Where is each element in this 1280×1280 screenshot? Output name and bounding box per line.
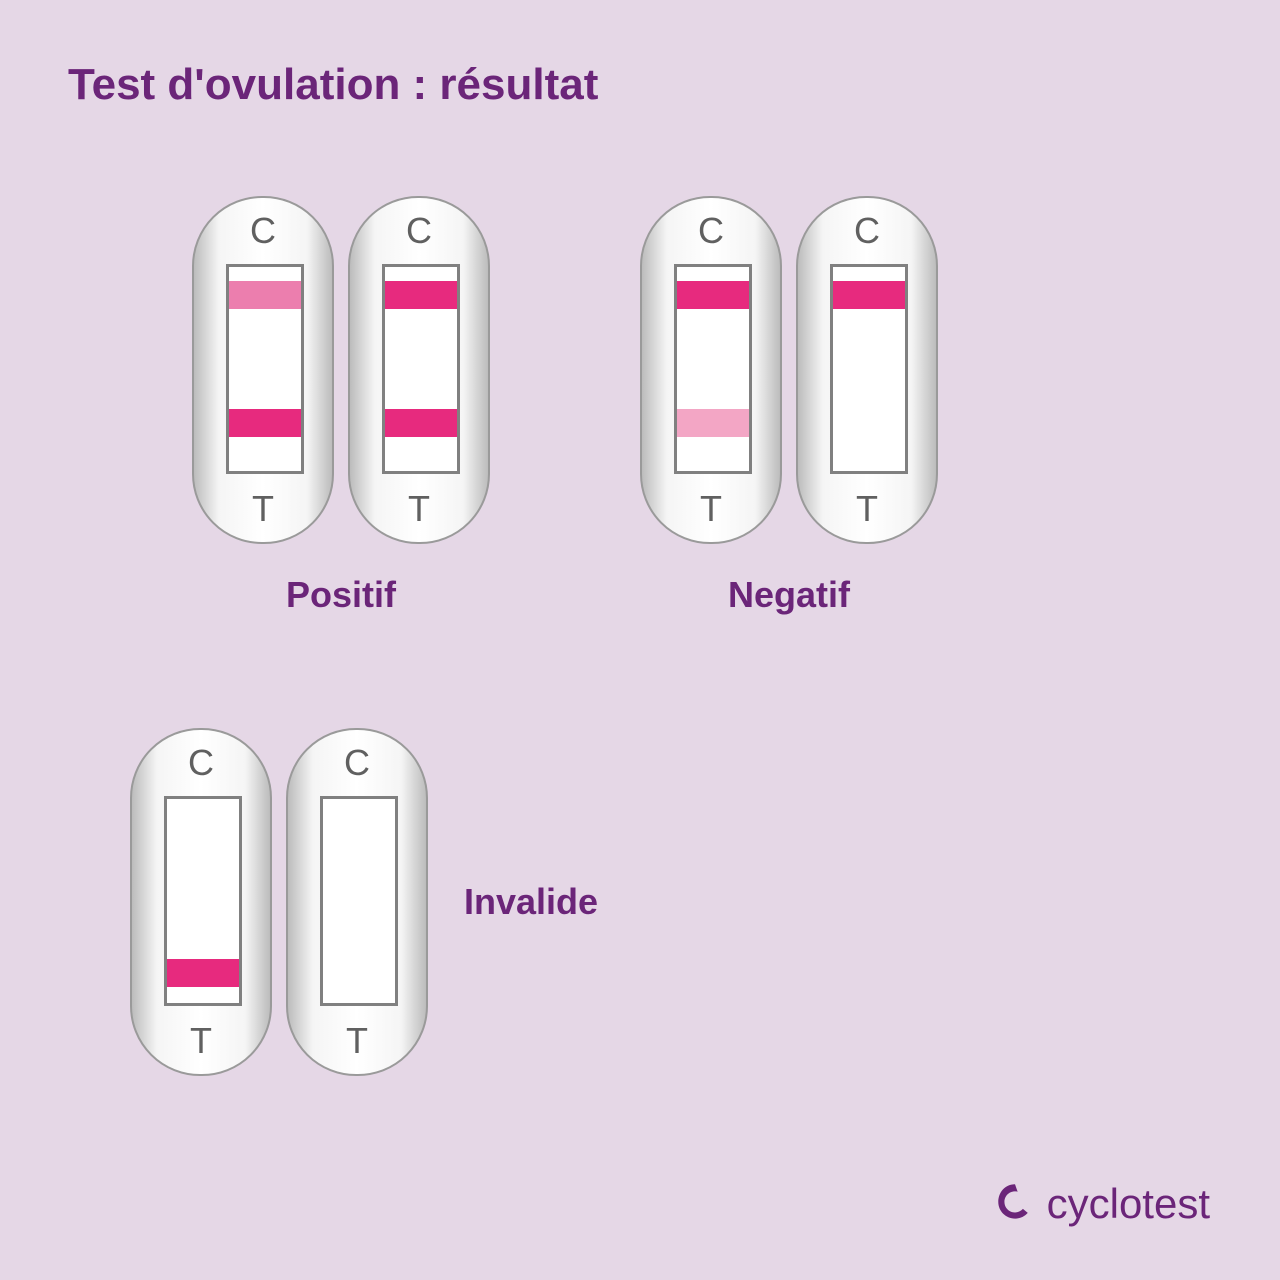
group-negatif: CTCT Negatif — [640, 196, 938, 616]
group-invalide: CTCT Invalide — [130, 728, 598, 1076]
result-line — [385, 281, 457, 309]
test-strip: CT — [192, 196, 334, 544]
test-letter: T — [350, 488, 488, 530]
control-letter: C — [194, 210, 332, 252]
test-letter: T — [288, 1020, 426, 1062]
label-positif: Positif — [192, 574, 490, 616]
result-line — [833, 281, 905, 309]
test-letter: T — [194, 488, 332, 530]
test-letter: T — [798, 488, 936, 530]
brand-logo: cyclotest — [993, 1179, 1210, 1228]
strip-pair-invalide: CTCT — [130, 728, 428, 1076]
result-line — [677, 409, 749, 437]
brand-icon — [993, 1179, 1037, 1228]
test-letter: T — [642, 488, 780, 530]
test-strip: CT — [640, 196, 782, 544]
page-title: Test d'ovulation : résultat — [68, 60, 598, 110]
result-window — [226, 264, 304, 474]
control-letter: C — [798, 210, 936, 252]
result-window — [320, 796, 398, 1006]
test-strip: CT — [348, 196, 490, 544]
result-window — [674, 264, 752, 474]
label-negatif: Negatif — [640, 574, 938, 616]
result-window — [830, 264, 908, 474]
group-positif: CTCT Positif — [192, 196, 490, 616]
control-letter: C — [350, 210, 488, 252]
label-invalide: Invalide — [464, 881, 598, 923]
result-line — [229, 409, 301, 437]
control-letter: C — [642, 210, 780, 252]
control-letter: C — [288, 742, 426, 784]
result-line — [229, 281, 301, 309]
result-window — [164, 796, 242, 1006]
test-strip: CT — [130, 728, 272, 1076]
strip-pair-positif: CTCT — [192, 196, 490, 544]
result-window — [382, 264, 460, 474]
result-line — [167, 959, 239, 987]
test-letter: T — [132, 1020, 270, 1062]
brand-name: cyclotest — [1047, 1180, 1210, 1228]
result-line — [677, 281, 749, 309]
result-line — [385, 409, 457, 437]
strip-pair-negatif: CTCT — [640, 196, 938, 544]
control-letter: C — [132, 742, 270, 784]
test-strip: CT — [796, 196, 938, 544]
test-strip: CT — [286, 728, 428, 1076]
